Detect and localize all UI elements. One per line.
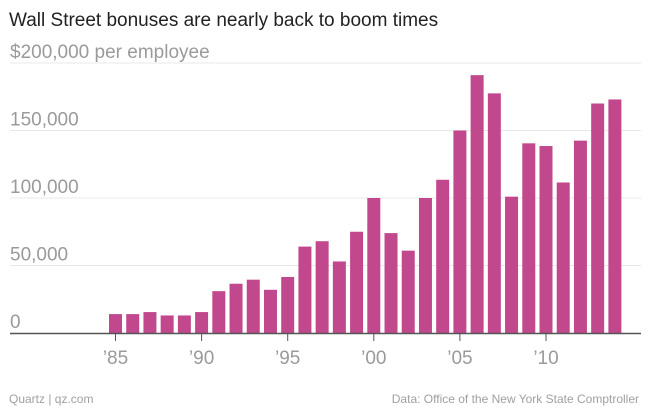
- x-tick-label-4: ’05: [447, 348, 472, 369]
- bar-1988: [160, 315, 174, 333]
- bar-1985: [109, 314, 122, 333]
- y-tick-label-1: 50,000: [10, 245, 68, 266]
- bar-2001: [384, 233, 398, 333]
- bar-1995: [281, 276, 295, 333]
- bar-2010: [539, 146, 553, 333]
- bar-1994: [263, 289, 277, 333]
- bar-2009: [522, 143, 536, 333]
- bar-1987: [143, 312, 157, 333]
- bar-2007: [487, 93, 501, 333]
- bar-2002: [401, 250, 415, 333]
- bar-2006: [470, 75, 484, 334]
- bar-1990: [195, 312, 209, 333]
- x-tick-label-2: ’95: [275, 348, 300, 369]
- bar-2000: [367, 198, 381, 333]
- bar-2014: [608, 99, 622, 333]
- bar-2003: [418, 198, 432, 333]
- bar-1992: [229, 283, 243, 333]
- footer-source: Quartz | qz.com: [9, 392, 94, 406]
- footer-credit: Data: Office of the New York State Compt…: [391, 392, 639, 406]
- y-axis-ticks: 0 50,000 100,000 150,000 $200,000 per employ…: [10, 42, 210, 333]
- y-tick-label-4: $200,000 per employee: [10, 42, 210, 63]
- x-tick-label-0: ’85: [103, 348, 128, 369]
- x-tick-label-1: ’90: [189, 348, 214, 369]
- bar-2004: [436, 179, 450, 333]
- bar-2012: [573, 140, 587, 333]
- bar-1993: [246, 279, 260, 333]
- bar-1989: [177, 315, 191, 333]
- x-tick-label-5: ’10: [533, 348, 558, 369]
- bar-2005: [453, 130, 467, 333]
- bar-1997: [315, 241, 329, 333]
- bar-1999: [350, 231, 364, 333]
- y-tick-label-0: 0: [10, 312, 21, 333]
- bar-2011: [556, 182, 570, 333]
- bar-1986: [126, 314, 140, 333]
- bar-1998: [332, 261, 346, 333]
- x-tick-label-3: ’00: [361, 348, 386, 369]
- bar-2008: [505, 196, 519, 333]
- bar-1996: [298, 246, 312, 333]
- y-tick-label-3: 150,000: [10, 110, 79, 131]
- bars: [109, 75, 622, 334]
- bar-2013: [591, 103, 605, 333]
- chart-title: Wall Street bonuses are nearly back to b…: [9, 10, 439, 31]
- y-tick-label-2: 100,000: [10, 177, 79, 198]
- bar-1991: [212, 291, 226, 333]
- x-axis-ticks: ’85 ’90 ’95 ’00 ’05 ’10: [103, 333, 559, 369]
